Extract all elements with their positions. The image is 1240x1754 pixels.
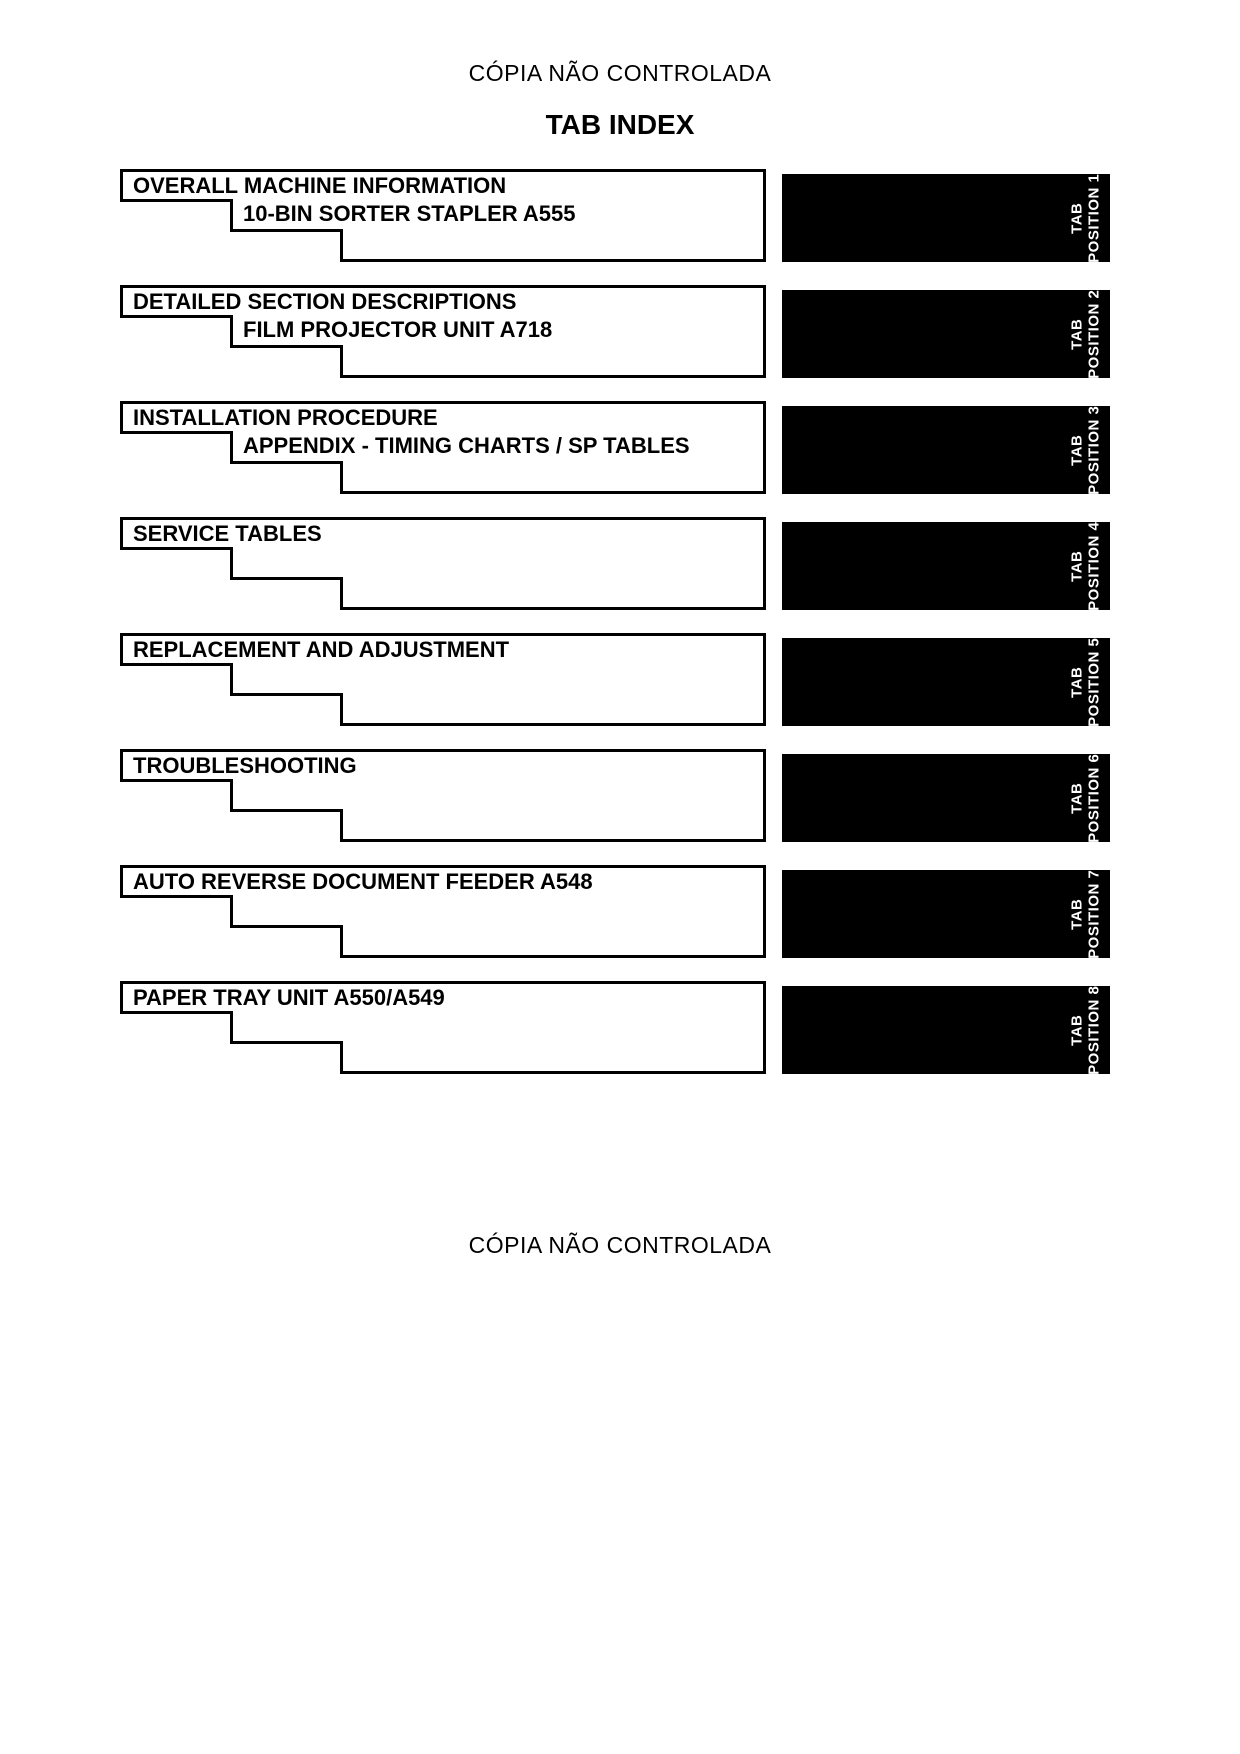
tab-position-label: TABPOSITION 2 bbox=[1069, 289, 1104, 378]
tab-index-list: TABPOSITION 1OVERALL MACHINE INFORMATION… bbox=[120, 169, 1110, 1069]
tab-position-label: TABPOSITION 7 bbox=[1069, 869, 1104, 958]
tab-position-block: TABPOSITION 1 bbox=[782, 174, 1110, 262]
tab-label-line2: POSITION 8 bbox=[1086, 985, 1103, 1074]
index-row-3 bbox=[340, 577, 766, 610]
tab-position-label: TABPOSITION 6 bbox=[1069, 753, 1104, 842]
index-row-2: FILM PROJECTOR UNIT A718 bbox=[230, 315, 766, 348]
index-row-1: OVERALL MACHINE INFORMATION bbox=[120, 169, 766, 202]
tab-position-block: TABPOSITION 8 bbox=[782, 986, 1110, 1074]
tab-label-line1: TAB bbox=[1069, 898, 1086, 929]
tab-position-block: TABPOSITION 5 bbox=[782, 638, 1110, 726]
tab-label-wrap: TABPOSITION 7 bbox=[1062, 870, 1110, 958]
index-row-3 bbox=[340, 809, 766, 842]
index-section: TABPOSITION 5REPLACEMENT AND ADJUSTMENT bbox=[120, 633, 1110, 721]
index-section: TABPOSITION 8PAPER TRAY UNIT A550/A549 bbox=[120, 981, 1110, 1069]
tab-label-wrap: TABPOSITION 4 bbox=[1062, 522, 1110, 610]
tab-label-line1: TAB bbox=[1069, 434, 1086, 465]
index-section: TABPOSITION 4SERVICE TABLES bbox=[120, 517, 1110, 605]
index-row-1: INSTALLATION PROCEDURE bbox=[120, 401, 766, 434]
index-row-3 bbox=[340, 693, 766, 726]
tab-position-label: TABPOSITION 5 bbox=[1069, 637, 1104, 726]
tab-label-wrap: TABPOSITION 5 bbox=[1062, 638, 1110, 726]
tab-label-line1: TAB bbox=[1069, 550, 1086, 581]
index-row-3 bbox=[340, 345, 766, 378]
tab-label-wrap: TABPOSITION 8 bbox=[1062, 986, 1110, 1074]
page: CÓPIA NÃO CONTROLADA TAB INDEX TABPOSITI… bbox=[0, 0, 1240, 1754]
index-row-2 bbox=[230, 895, 766, 928]
tab-position-block: TABPOSITION 7 bbox=[782, 870, 1110, 958]
tab-position-label: TABPOSITION 8 bbox=[1069, 985, 1104, 1074]
index-row-2 bbox=[230, 547, 766, 580]
tab-position-label: TABPOSITION 4 bbox=[1069, 521, 1104, 610]
tab-label-line2: POSITION 5 bbox=[1086, 637, 1103, 726]
tab-label-wrap: TABPOSITION 3 bbox=[1062, 406, 1110, 494]
index-row-1: PAPER TRAY UNIT A550/A549 bbox=[120, 981, 766, 1014]
tab-label-line1: TAB bbox=[1069, 318, 1086, 349]
tab-label-wrap: TABPOSITION 2 bbox=[1062, 290, 1110, 378]
index-section: TABPOSITION 6TROUBLESHOOTING bbox=[120, 749, 1110, 837]
index-section: TABPOSITION 1OVERALL MACHINE INFORMATION… bbox=[120, 169, 1110, 257]
index-row-1: SERVICE TABLES bbox=[120, 517, 766, 550]
tab-label-wrap: TABPOSITION 6 bbox=[1062, 754, 1110, 842]
header-watermark: CÓPIA NÃO CONTROLADA bbox=[0, 60, 1240, 87]
index-row-2: APPENDIX - TIMING CHARTS / SP TABLES bbox=[230, 431, 766, 464]
tab-label-line2: POSITION 6 bbox=[1086, 753, 1103, 842]
index-row-1: AUTO REVERSE DOCUMENT FEEDER A548 bbox=[120, 865, 766, 898]
tab-position-block: TABPOSITION 2 bbox=[782, 290, 1110, 378]
tab-label-wrap: TABPOSITION 1 bbox=[1062, 174, 1110, 262]
index-row-1: TROUBLESHOOTING bbox=[120, 749, 766, 782]
index-row-3 bbox=[340, 925, 766, 958]
tab-label-line2: POSITION 4 bbox=[1086, 521, 1103, 610]
tab-position-block: TABPOSITION 6 bbox=[782, 754, 1110, 842]
index-row-2 bbox=[230, 663, 766, 696]
index-row-3 bbox=[340, 461, 766, 494]
tab-position-label: TABPOSITION 1 bbox=[1069, 173, 1104, 262]
footer-watermark: CÓPIA NÃO CONTROLADA bbox=[0, 1232, 1240, 1259]
tab-label-line2: POSITION 7 bbox=[1086, 869, 1103, 958]
index-section: TABPOSITION 3INSTALLATION PROCEDUREAPPEN… bbox=[120, 401, 1110, 489]
index-row-2 bbox=[230, 1011, 766, 1044]
tab-label-line1: TAB bbox=[1069, 1014, 1086, 1045]
index-row-3 bbox=[340, 1041, 766, 1074]
page-title: TAB INDEX bbox=[0, 109, 1240, 141]
index-row-1: DETAILED SECTION DESCRIPTIONS bbox=[120, 285, 766, 318]
tab-label-line1: TAB bbox=[1069, 202, 1086, 233]
index-section: TABPOSITION 7AUTO REVERSE DOCUMENT FEEDE… bbox=[120, 865, 1110, 953]
tab-position-label: TABPOSITION 3 bbox=[1069, 405, 1104, 494]
tab-label-line2: POSITION 3 bbox=[1086, 405, 1103, 494]
index-section: TABPOSITION 2DETAILED SECTION DESCRIPTIO… bbox=[120, 285, 1110, 373]
tab-position-block: TABPOSITION 4 bbox=[782, 522, 1110, 610]
index-row-1: REPLACEMENT AND ADJUSTMENT bbox=[120, 633, 766, 666]
tab-label-line2: POSITION 1 bbox=[1086, 173, 1103, 262]
tab-label-line1: TAB bbox=[1069, 666, 1086, 697]
index-row-2: 10-BIN SORTER STAPLER A555 bbox=[230, 199, 766, 232]
tab-position-block: TABPOSITION 3 bbox=[782, 406, 1110, 494]
index-row-2 bbox=[230, 779, 766, 812]
tab-label-line1: TAB bbox=[1069, 782, 1086, 813]
tab-label-line2: POSITION 2 bbox=[1086, 289, 1103, 378]
index-row-3 bbox=[340, 229, 766, 262]
